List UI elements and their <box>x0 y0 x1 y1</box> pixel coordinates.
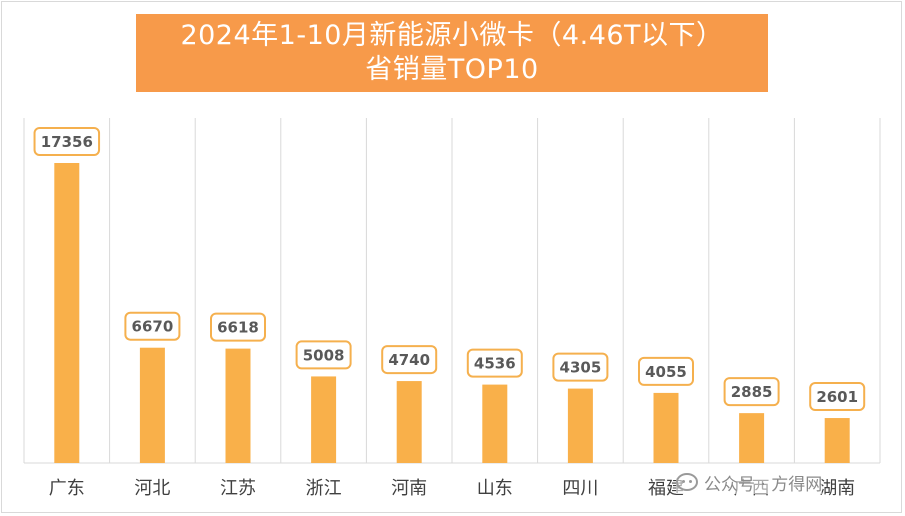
bar-四川 <box>567 388 593 463</box>
data-label: 4740 <box>388 351 430 369</box>
data-label-box <box>381 345 438 375</box>
data-label: 2601 <box>816 388 858 406</box>
data-label-box <box>466 348 523 378</box>
data-label: 5008 <box>303 346 345 364</box>
data-label-box <box>124 311 181 341</box>
watermark: 公众号 · 方得网 <box>676 470 823 495</box>
data-label: 6670 <box>132 318 174 336</box>
x-tick-label: 山东 <box>477 478 513 499</box>
bar-山东 <box>482 384 508 463</box>
bar-福建 <box>653 392 679 463</box>
x-tick-label: 江苏 <box>220 478 256 499</box>
data-label: 4305 <box>560 359 602 377</box>
chart-title: 2024年1-10月新能源小微卡（4.46T以下） 省销量TOP10 <box>136 14 768 92</box>
x-tick-label: 湖南 <box>819 478 855 499</box>
wechat-icon <box>676 473 698 491</box>
data-label-box <box>723 377 780 407</box>
x-tick-label: 河北 <box>134 478 170 499</box>
bar-浙江 <box>311 376 337 463</box>
data-label-box <box>33 127 101 156</box>
data-label-box <box>295 340 352 370</box>
data-label-box <box>809 382 866 412</box>
data-label-box <box>638 356 694 386</box>
watermark-text: 公众号 · 方得网 <box>704 474 823 495</box>
data-label: 6618 <box>217 319 259 337</box>
bar-河北 <box>139 347 165 463</box>
chart-title-line1: 2024年1-10月新能源小微卡（4.46T以下） <box>180 20 724 51</box>
bar-湖南 <box>824 418 850 463</box>
data-label: 4536 <box>474 355 516 373</box>
data-label-box <box>210 312 266 342</box>
bar-江苏 <box>225 348 251 463</box>
data-label: 17356 <box>41 133 93 151</box>
chart-title-line2: 省销量TOP10 <box>365 54 539 85</box>
data-label-box <box>552 352 609 382</box>
bar-河南 <box>396 381 422 463</box>
x-tick-label: 福建 <box>648 478 684 499</box>
bar-广西 <box>739 413 765 463</box>
data-label: 2885 <box>731 383 773 401</box>
bar-广东 <box>54 163 80 463</box>
x-tick-label: 广东 <box>49 478 85 499</box>
x-tick-label: 河南 <box>391 478 427 499</box>
x-tick-label: 浙江 <box>306 478 342 499</box>
data-label: 4055 <box>645 363 687 381</box>
x-tick-label: 四川 <box>562 478 598 499</box>
